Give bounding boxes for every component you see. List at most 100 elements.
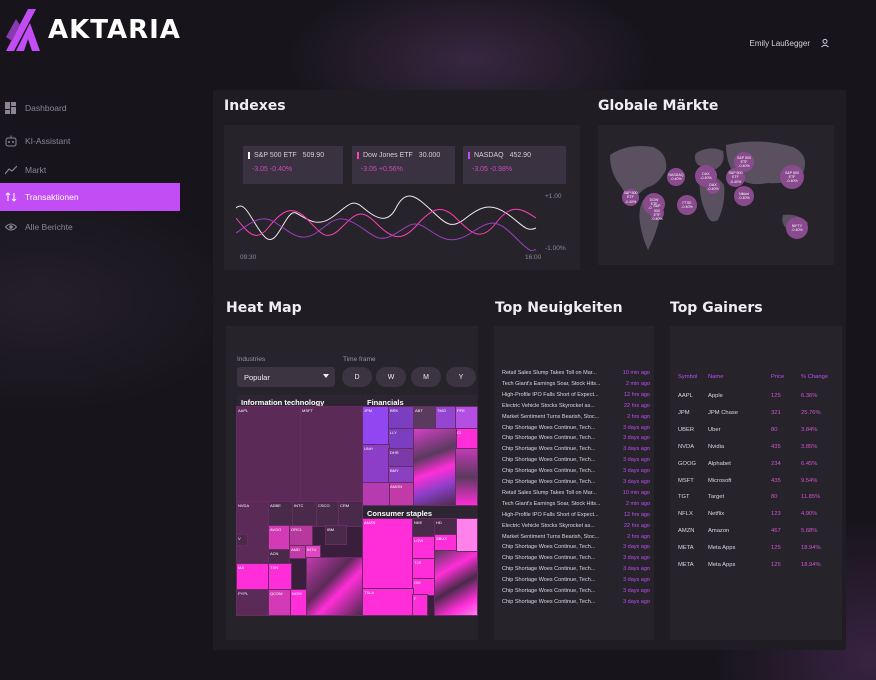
timeframe-button-year[interactable]: Y <box>446 367 476 387</box>
treemap-cell[interactable]: V <box>236 534 248 546</box>
news-item[interactable]: Chip Shortage Woes Continue, Tech... 3 da… <box>502 425 650 431</box>
index-card-sp500[interactable]: S&P 500 ETF 509.90 -3.05 -0.40% <box>243 146 343 184</box>
market-bubble[interactable]: NASDAQ -0.40% <box>667 168 685 186</box>
timeframe-button-month[interactable]: M <box>411 367 441 387</box>
treemap-cell[interactable]: MA <box>236 563 270 591</box>
treemap-cell-cluster[interactable] <box>455 448 478 506</box>
user-menu[interactable]: Emily Laußegger <box>750 38 830 48</box>
treemap-cell[interactable]: JPM <box>362 406 390 446</box>
table-row[interactable]: JPM JPM Chase 321 25.76% <box>678 410 838 420</box>
market-bubble[interactable]: FTSE -0.40% <box>677 195 697 215</box>
treemap-cell[interactable]: UNH <box>362 444 390 484</box>
treemap-cell[interactable]: ADBE <box>268 501 294 527</box>
news-item[interactable]: Chip Shortage Woes Continue, Tech... 3 da… <box>502 457 650 463</box>
treemap-cell[interactable]: INTU <box>305 545 321 559</box>
treemap-cell[interactable] <box>456 518 478 552</box>
market-bubble[interactable]: S&P 500 ETF -0.40% <box>622 189 639 206</box>
treemap-cell[interactable]: AVGO <box>268 525 291 551</box>
news-item[interactable]: Retail Sales Slump Takes Toll on Mar... 1… <box>502 490 650 496</box>
treemap-cell[interactable]: NOW <box>290 589 308 616</box>
treemap-cell[interactable]: GM <box>412 578 436 596</box>
treemap-cell[interactable]: CI <box>455 428 478 450</box>
news-item[interactable]: Chip Shortage Woes Continue, Tech... 3 da… <box>502 544 650 550</box>
treemap-cell[interactable]: TMO <box>435 406 457 430</box>
treemap-cell-cluster[interactable] <box>306 557 363 616</box>
treemap-cell[interactable]: HD <box>434 518 458 536</box>
news-item[interactable]: Chip Shortage Woes Continue, Tech... 3 da… <box>502 577 650 583</box>
treemap-cell[interactable] <box>362 482 390 506</box>
treemap-cell[interactable]: CSCO <box>316 501 340 527</box>
treemap-cell[interactable]: PYPL <box>236 589 270 616</box>
treemap-cell[interactable]: TXN <box>268 563 292 591</box>
index-line-chart[interactable] <box>236 188 542 260</box>
treemap-cell[interactable]: SBUX <box>434 534 458 552</box>
sidebar-item-markt[interactable]: Markt <box>0 156 180 184</box>
treemap-cell[interactable]: LLY <box>388 428 415 450</box>
treemap-cell[interactable]: BRK <box>388 406 415 430</box>
table-row[interactable]: META Meta Apps 125 18.94% <box>678 545 838 555</box>
table-row[interactable]: META Meta Apps 125 18.94% <box>678 562 838 572</box>
news-item[interactable]: Chip Shortage Woes Continue, Tech... 3 da… <box>502 566 650 572</box>
sidebar-item-alle-berichte[interactable]: Alle Berichte <box>0 213 180 241</box>
treemap-cell[interactable]: AMGN <box>388 482 415 506</box>
news-item[interactable]: Chip Shortage Woes Continue, Tech... 3 da… <box>502 435 650 441</box>
industries-dropdown[interactable]: Popular <box>237 367 335 387</box>
market-bubble[interactable]: S&P 500 ETF -0.40% <box>650 204 664 222</box>
treemap-cell[interactable]: ABT <box>413 406 437 430</box>
news-item[interactable]: Market Sentiment Turns Bearish, Stoc... 2… <box>502 534 650 540</box>
treemap-cell[interactable]: ORCL <box>289 525 313 547</box>
news-item[interactable]: Chip Shortage Woes Continue, Tech... 3 da… <box>502 446 650 452</box>
market-bubble[interactable]: S&P 500 ETF -0.40% <box>780 165 804 189</box>
table-row[interactable]: NVDA Nvidia 435 3.85% <box>678 444 838 454</box>
treemap-cell[interactable]: AMZN <box>362 518 414 590</box>
treemap-cell[interactable]: MSFT <box>300 406 363 503</box>
news-item[interactable]: Electric Vehicle Stocks Skyrocket as... 2… <box>502 403 650 409</box>
index-card-dowjones[interactable]: Dow Jones ETF 30.000 -3.05 +0.56% <box>352 146 455 184</box>
news-item[interactable]: Tech Giant's Earnings Soar, Stock Hits..… <box>502 381 650 387</box>
news-item[interactable]: Chip Shortage Woes Continue, Tech... 3 da… <box>502 588 650 594</box>
news-item[interactable]: High-Profile IPO Falls Short of Expect..… <box>502 392 650 398</box>
table-row[interactable]: GOOG Alphabet 234 6.45% <box>678 461 838 471</box>
treemap-cell[interactable]: IBM <box>325 525 347 545</box>
table-row[interactable]: TGT Target 80 11.85% <box>678 494 838 504</box>
table-row[interactable]: UBER Uber 80 3.84% <box>678 427 838 437</box>
news-item[interactable]: Electric Vehicle Stocks Skyrocket as... 2… <box>502 523 650 529</box>
sidebar-item-transaktionen[interactable]: Transaktionen <box>0 183 180 211</box>
news-item[interactable]: Chip Shortage Woes Continue, Tech... 3 da… <box>502 599 650 605</box>
news-item[interactable]: Chip Shortage Woes Continue, Tech... 3 da… <box>502 479 650 485</box>
timeframe-button-day[interactable]: D <box>342 367 372 387</box>
table-row[interactable]: MSFT Microsoft 435 9.54% <box>678 478 838 488</box>
treemap-cell-cluster[interactable] <box>434 550 478 616</box>
news-item[interactable]: Chip Shortage Woes Continue, Tech... 3 da… <box>502 468 650 474</box>
app-logo[interactable]: AKTARIA <box>6 9 181 51</box>
treemap-cell-cluster[interactable] <box>413 428 457 506</box>
treemap-cell[interactable]: TJX <box>412 558 436 580</box>
treemap-cell[interactable]: BMY <box>388 466 415 484</box>
news-item[interactable]: Market Sentiment Turns Bearish, Stoc... 2… <box>502 414 650 420</box>
treemap-cell[interactable]: DHR <box>388 448 415 468</box>
treemap-cell[interactable]: LOW <box>412 536 436 560</box>
news-item[interactable]: Tech Giant's Earnings Soar, Stock Hits..… <box>502 501 650 507</box>
table-row[interactable]: NFLX Netflix 123 4.90% <box>678 511 838 521</box>
treemap-cell[interactable]: F <box>412 594 428 616</box>
market-bubble[interactable]: Nikkei -0.40% <box>734 186 754 206</box>
news-item[interactable]: High-Profile IPO Falls Short of Expect..… <box>502 512 650 518</box>
timeframe-button-week[interactable]: W <box>376 367 406 387</box>
sidebar-item-ki-assistant[interactable]: KI-Assistant <box>0 127 180 155</box>
treemap-cell[interactable]: INTC <box>292 501 318 527</box>
market-bubble[interactable]: S&P 500 ETF -0.40% <box>734 152 754 172</box>
index-card-nasdaq[interactable]: NASDAQ 452.90 -3.05 -0.98% <box>463 146 566 184</box>
treemap-cell[interactable]: NKE <box>412 518 436 538</box>
table-row[interactable]: AAPL Apple 125 6.36% <box>678 393 838 403</box>
treemap-cell[interactable]: PFE <box>455 406 478 430</box>
news-item[interactable]: Chip Shortage Woes Continue, Tech... 3 da… <box>502 555 650 561</box>
treemap-cell[interactable]: AAPL <box>236 406 302 503</box>
market-bubble[interactable]: NIFTY -0.40% <box>786 217 808 239</box>
treemap-cell[interactable]: CRM <box>338 501 363 527</box>
treemap-cell[interactable]: NVDA <box>236 501 270 565</box>
treemap-cell[interactable]: AMD <box>289 545 307 559</box>
market-bubble[interactable]: DAX -0.40% <box>706 180 720 194</box>
treemap-cell[interactable]: TSLA <box>362 588 414 616</box>
treemap-cell[interactable]: ACN <box>268 549 290 565</box>
news-item[interactable]: Retail Sales Slump Takes Toll on Mar... 1… <box>502 370 650 376</box>
